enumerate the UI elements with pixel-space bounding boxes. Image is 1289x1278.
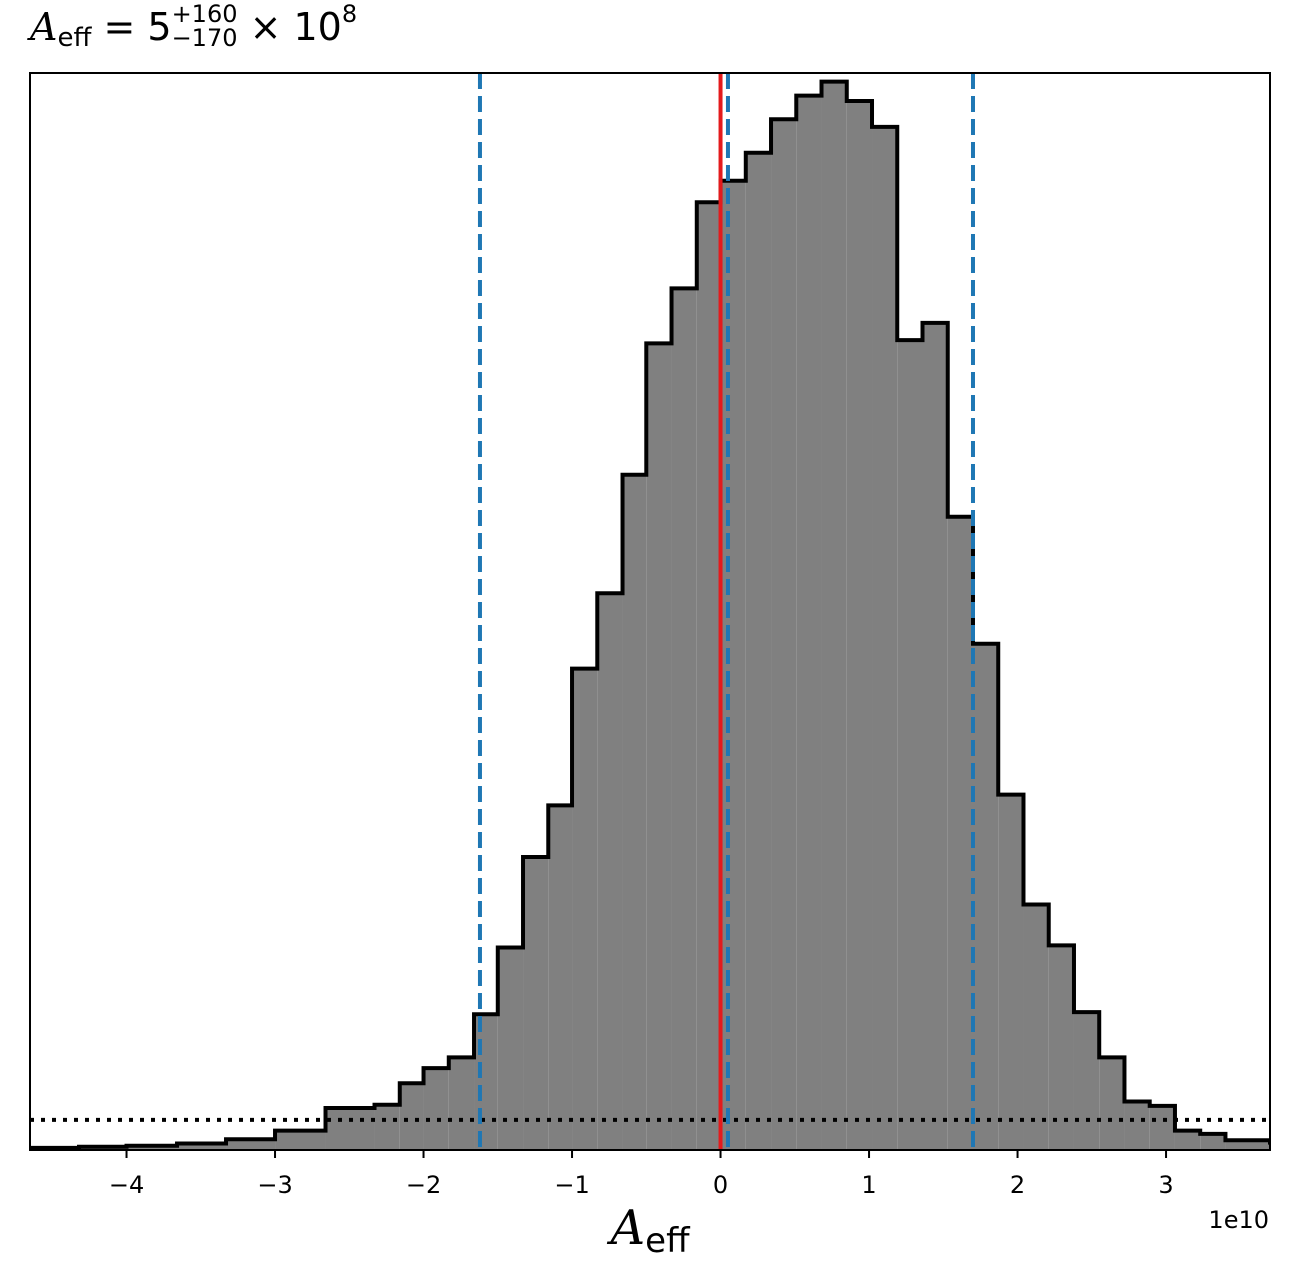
histogram-bar-31 xyxy=(972,643,999,1150)
xlabel-symbol: A xyxy=(610,1200,646,1256)
histogram-bar-37 xyxy=(1124,1101,1150,1150)
histogram-bar-17 xyxy=(622,474,647,1150)
histogram-bar-20 xyxy=(696,202,721,1150)
plot-area: −4 −3 −2 −1 0 1 2 3 xyxy=(29,72,1271,1199)
x-tick-label: 3 xyxy=(1158,1171,1173,1199)
histogram-bar-12 xyxy=(497,947,524,1150)
x-tick-label: −3 xyxy=(257,1171,292,1199)
histogram-bar-39 xyxy=(1174,1130,1201,1150)
histogram-bar-15 xyxy=(572,668,598,1150)
histogram-bar-14 xyxy=(548,805,573,1150)
histogram-bar-30 xyxy=(947,516,973,1150)
histogram-bar-26 xyxy=(846,101,873,1150)
axes-frame xyxy=(29,72,1271,1151)
histogram-bar-8 xyxy=(399,1083,424,1150)
histogram-bar-4 xyxy=(226,1139,276,1150)
histogram-bar-9 xyxy=(423,1068,449,1150)
title-err-plus: +160 xyxy=(171,0,238,28)
title-symbol: A xyxy=(30,5,58,49)
title-times: × 10 xyxy=(237,5,342,49)
histogram-bar-2 xyxy=(126,1145,178,1150)
histogram-bar-10 xyxy=(448,1057,475,1150)
histogram-bar-16 xyxy=(597,593,623,1150)
title-err-minus: −170 xyxy=(171,23,238,52)
histogram-bar-11 xyxy=(474,1014,498,1150)
histogram-bar-29 xyxy=(922,322,948,1150)
histogram-bar-3 xyxy=(177,1143,227,1150)
histogram-bar-27 xyxy=(872,126,898,1150)
histogram-bar-41 xyxy=(1225,1140,1270,1150)
histogram-bar-13 xyxy=(523,857,549,1150)
x-tick-label: −2 xyxy=(406,1171,441,1199)
title-errors: +160 −170 xyxy=(172,2,238,50)
title-exponent: 8 xyxy=(341,0,358,28)
histogram-bar-19 xyxy=(671,288,697,1150)
histogram-bar-36 xyxy=(1099,1057,1125,1150)
x-axis-label: Aeff xyxy=(0,1200,1289,1261)
title-equals: = 5 xyxy=(91,5,172,49)
histogram-bar-6 xyxy=(325,1107,375,1150)
histogram-bar-35 xyxy=(1073,1012,1100,1150)
title-symbol-sub: eff xyxy=(57,23,92,53)
histogram-bar-21 xyxy=(720,180,746,1150)
x-tick-label: 2 xyxy=(1010,1171,1025,1199)
histogram-bar-38 xyxy=(1149,1105,1175,1150)
histogram-bar-33 xyxy=(1023,904,1049,1150)
histogram-bar-40 xyxy=(1200,1133,1226,1150)
histogram-bar-28 xyxy=(897,340,923,1150)
histogram-bar-18 xyxy=(646,343,672,1150)
histogram-bar-7 xyxy=(374,1104,400,1150)
x-tick-label: −1 xyxy=(554,1171,589,1199)
x-tick-label: 0 xyxy=(713,1171,728,1199)
histogram-bar-25 xyxy=(821,81,847,1150)
xlabel-sub: eff xyxy=(645,1221,690,1261)
histogram-bar-5 xyxy=(275,1130,326,1150)
x-axis-offset-text: 1e10 xyxy=(1208,1206,1269,1234)
x-tick-label: 1 xyxy=(861,1171,876,1199)
x-tick-label: −4 xyxy=(109,1171,144,1199)
chart-title: Aeff = 5 +160 −170 × 108 xyxy=(30,2,357,54)
histogram-bar-23 xyxy=(771,119,797,1150)
histogram-bar-32 xyxy=(998,794,1024,1150)
histogram-bar-22 xyxy=(745,152,772,1150)
histogram-bar-24 xyxy=(796,95,822,1150)
histogram-bar-34 xyxy=(1048,945,1074,1150)
